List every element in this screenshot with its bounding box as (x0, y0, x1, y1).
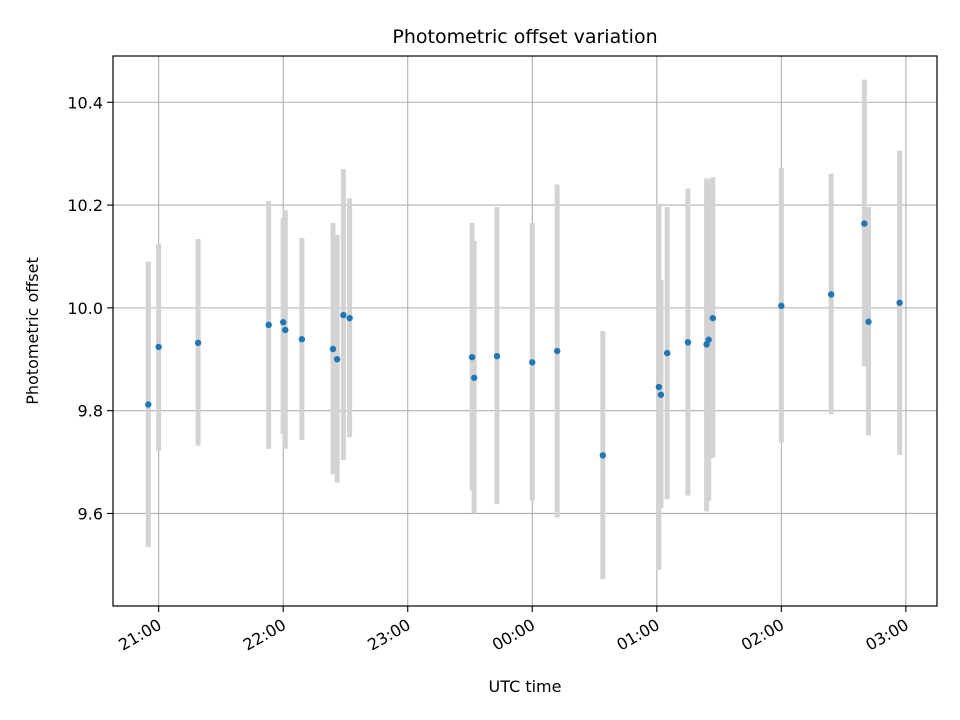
data-point (155, 343, 162, 351)
y-tick-label: 10.2 (67, 196, 103, 215)
data-point (265, 321, 272, 329)
data-point (194, 339, 202, 347)
data-point (493, 352, 501, 360)
y-tick-label: 10.0 (67, 299, 103, 318)
data-point (282, 326, 289, 334)
data-point (778, 302, 785, 310)
data-point (896, 299, 903, 306)
data-point (145, 401, 152, 408)
data-point (705, 336, 712, 343)
data-point (655, 383, 663, 391)
data-point (298, 336, 306, 343)
y-tick-label: 9.6 (78, 504, 103, 523)
point-layer (145, 220, 903, 459)
data-point (663, 349, 671, 357)
data-point (861, 220, 868, 227)
data-point (333, 356, 341, 363)
y-tick-label: 10.4 (67, 93, 103, 112)
chart-title: Photometric offset variation (392, 26, 657, 48)
data-point (599, 452, 607, 459)
data-point (340, 311, 347, 319)
data-point (684, 339, 692, 346)
data-point (470, 374, 478, 381)
data-point (329, 345, 337, 353)
data-point (657, 391, 665, 398)
data-point (827, 291, 835, 298)
y-axis-label: Photometric offset (23, 257, 42, 405)
data-point (865, 318, 872, 325)
data-point (346, 314, 353, 322)
data-point (709, 314, 717, 322)
data-point (529, 359, 536, 366)
x-axis-label: UTC time (489, 677, 562, 696)
data-point (553, 347, 561, 355)
plot-frame (112, 55, 938, 607)
data-point (468, 354, 476, 361)
data-point (279, 319, 287, 326)
y-tick-label: 9.8 (78, 402, 103, 421)
